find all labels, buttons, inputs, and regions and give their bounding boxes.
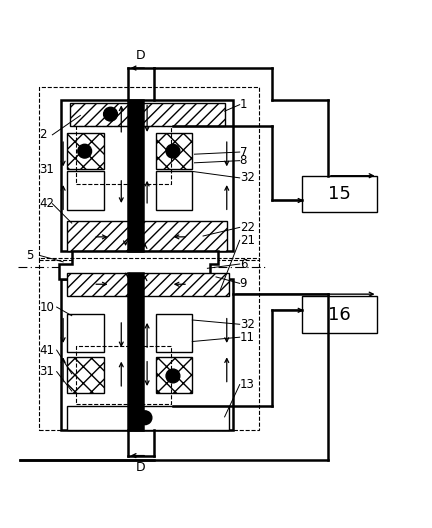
- Circle shape: [135, 111, 142, 118]
- Circle shape: [78, 144, 92, 158]
- Text: 9: 9: [240, 277, 247, 290]
- Text: 42: 42: [39, 197, 54, 210]
- Text: 11: 11: [240, 331, 255, 344]
- Text: 2: 2: [39, 128, 47, 142]
- Text: D: D: [136, 50, 146, 62]
- Text: 1: 1: [240, 98, 247, 111]
- Bar: [67, 172, 104, 210]
- Bar: [67, 272, 229, 296]
- Bar: [156, 314, 192, 352]
- Text: 8: 8: [240, 154, 247, 167]
- Text: 41: 41: [39, 344, 54, 356]
- Bar: [156, 172, 192, 210]
- Bar: [128, 272, 143, 430]
- Circle shape: [166, 369, 180, 383]
- Bar: [156, 133, 192, 169]
- Circle shape: [166, 144, 180, 158]
- Circle shape: [104, 107, 118, 121]
- Text: 31: 31: [39, 365, 54, 378]
- Text: 32: 32: [240, 318, 254, 331]
- Text: 21: 21: [240, 234, 255, 247]
- Bar: [67, 133, 104, 169]
- Bar: [39, 88, 259, 260]
- Bar: [70, 102, 225, 126]
- Text: 10: 10: [39, 300, 54, 314]
- Bar: [39, 258, 259, 430]
- Bar: [67, 221, 227, 251]
- Circle shape: [138, 411, 152, 425]
- Text: 6: 6: [240, 258, 247, 270]
- Text: 7: 7: [240, 146, 247, 158]
- Bar: [76, 346, 171, 404]
- Text: 15: 15: [328, 185, 351, 203]
- Text: 22: 22: [240, 221, 255, 234]
- Bar: [67, 406, 229, 430]
- Bar: [128, 100, 143, 251]
- Text: D: D: [136, 461, 146, 474]
- Bar: [156, 356, 192, 393]
- Bar: [302, 296, 378, 333]
- Bar: [76, 126, 171, 184]
- Text: 32: 32: [240, 172, 254, 184]
- Bar: [67, 356, 104, 393]
- Text: 16: 16: [328, 306, 351, 324]
- Bar: [302, 176, 378, 212]
- Text: 13: 13: [240, 378, 254, 391]
- Bar: [61, 279, 233, 430]
- Text: 31: 31: [39, 163, 54, 176]
- Bar: [61, 100, 233, 251]
- Bar: [67, 314, 104, 352]
- Text: 5: 5: [26, 249, 34, 262]
- Polygon shape: [59, 251, 218, 279]
